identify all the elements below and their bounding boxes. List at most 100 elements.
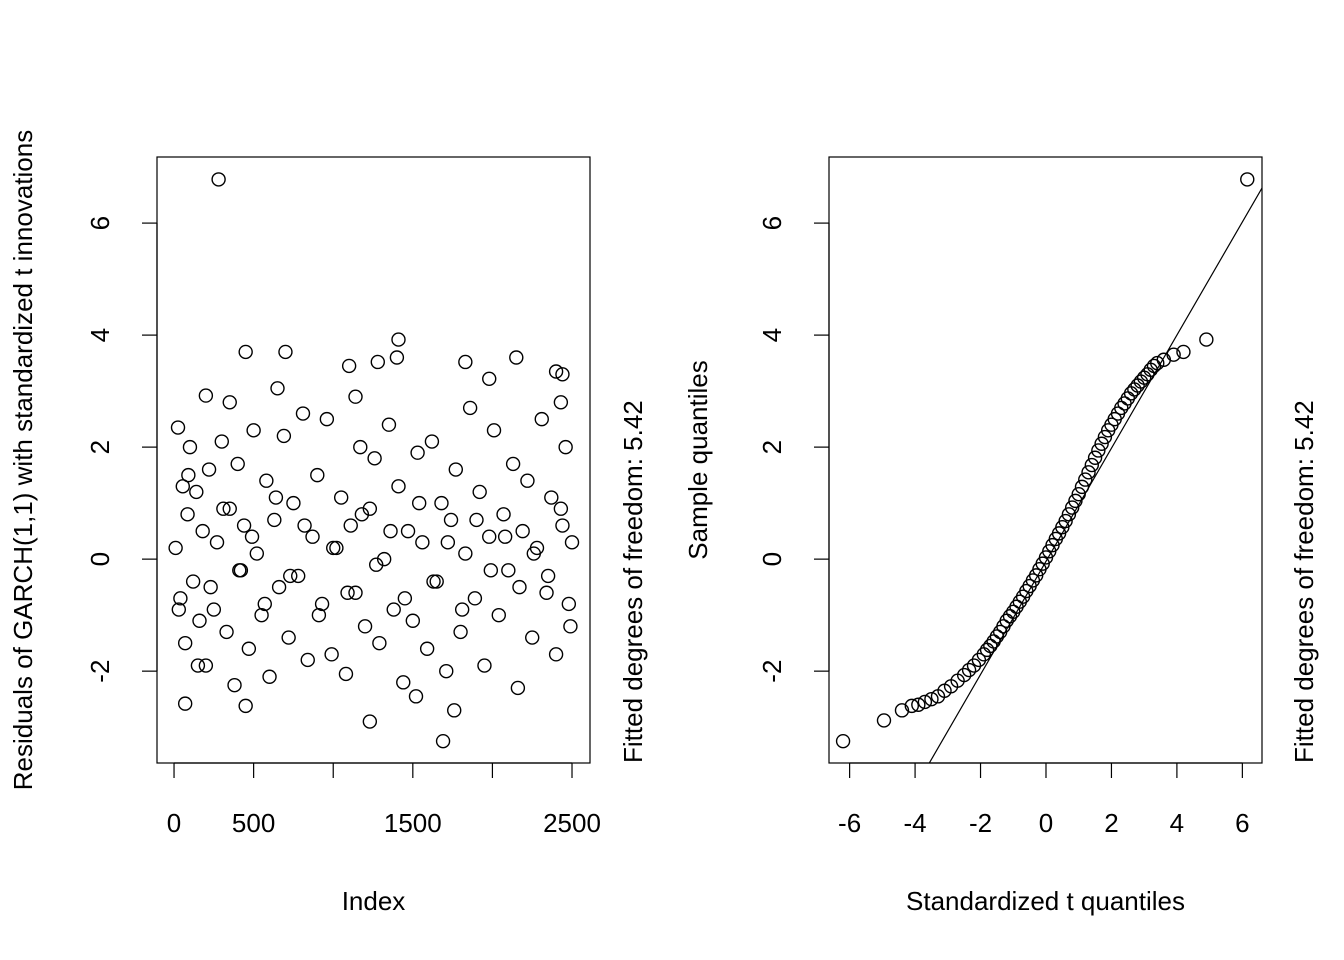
point xyxy=(338,666,354,682)
point xyxy=(1127,382,1142,397)
point xyxy=(1094,436,1109,451)
point xyxy=(435,733,451,749)
point xyxy=(391,479,406,494)
point xyxy=(283,568,298,584)
point xyxy=(540,568,556,584)
point xyxy=(192,613,207,628)
point xyxy=(262,669,277,684)
point xyxy=(295,406,311,421)
point xyxy=(1068,493,1083,509)
point xyxy=(426,574,441,589)
point xyxy=(222,501,237,516)
point xyxy=(544,490,559,505)
point xyxy=(561,596,577,612)
point xyxy=(983,638,998,654)
point xyxy=(241,641,257,656)
point xyxy=(904,698,920,714)
point xyxy=(170,420,186,435)
point xyxy=(219,624,234,640)
x-tick-label: 4 xyxy=(1170,808,1184,838)
point xyxy=(448,462,464,477)
point xyxy=(400,523,416,539)
point xyxy=(477,658,492,673)
point xyxy=(257,596,272,612)
point xyxy=(410,445,425,460)
point xyxy=(924,691,939,707)
point xyxy=(383,523,398,539)
point xyxy=(563,619,578,634)
point xyxy=(405,613,421,628)
point xyxy=(175,479,190,494)
point xyxy=(491,607,506,623)
point xyxy=(429,574,444,589)
point xyxy=(1150,355,1165,371)
point xyxy=(548,364,564,379)
point xyxy=(509,350,524,365)
y-tick-label: -2 xyxy=(757,660,787,683)
point xyxy=(305,529,320,544)
side-text: Fitted degrees of freedom: 5.42 xyxy=(618,400,648,763)
point xyxy=(311,607,327,623)
point xyxy=(357,619,373,634)
point xyxy=(453,624,468,640)
point xyxy=(214,434,229,449)
point xyxy=(343,518,358,533)
point xyxy=(434,495,449,511)
point xyxy=(548,647,564,662)
point xyxy=(249,546,265,561)
point xyxy=(177,635,193,651)
reference-line xyxy=(928,187,1262,763)
point xyxy=(177,696,193,711)
point xyxy=(520,473,535,488)
point xyxy=(198,658,214,673)
point xyxy=(447,703,462,718)
point xyxy=(956,667,972,683)
y-tick-label: 2 xyxy=(85,440,115,454)
point xyxy=(467,591,483,606)
point xyxy=(181,467,196,483)
y-tick-label: 4 xyxy=(85,328,115,342)
point xyxy=(539,585,554,600)
point xyxy=(443,512,459,528)
point xyxy=(496,507,511,522)
point xyxy=(419,641,435,656)
point xyxy=(1199,332,1214,347)
point xyxy=(976,647,992,662)
point xyxy=(469,512,484,528)
y-tick-label: 6 xyxy=(757,216,787,230)
point xyxy=(979,642,995,658)
x-tick-label: 1500 xyxy=(384,808,442,838)
point xyxy=(203,579,218,595)
point xyxy=(424,434,440,449)
point xyxy=(281,630,296,645)
point xyxy=(1087,450,1103,465)
point xyxy=(278,344,293,360)
point xyxy=(1081,465,1096,480)
point xyxy=(333,490,349,505)
point xyxy=(1136,370,1152,385)
point xyxy=(206,602,222,617)
point xyxy=(396,675,411,690)
x-tick-label: 2 xyxy=(1104,808,1118,838)
point xyxy=(510,680,526,696)
point xyxy=(244,529,260,544)
point xyxy=(319,411,335,427)
plot-frame xyxy=(828,156,1263,764)
point xyxy=(564,535,580,550)
point xyxy=(1078,472,1093,487)
point xyxy=(989,629,1005,644)
point xyxy=(411,495,427,511)
point xyxy=(182,439,198,455)
point xyxy=(894,703,910,718)
point xyxy=(367,451,382,466)
point xyxy=(276,428,292,444)
point xyxy=(300,652,315,668)
point xyxy=(1071,486,1086,502)
ref-line-group xyxy=(928,187,1262,763)
point xyxy=(341,358,357,374)
point xyxy=(1064,500,1080,515)
point xyxy=(353,439,368,455)
point xyxy=(835,733,851,749)
point xyxy=(553,501,569,516)
